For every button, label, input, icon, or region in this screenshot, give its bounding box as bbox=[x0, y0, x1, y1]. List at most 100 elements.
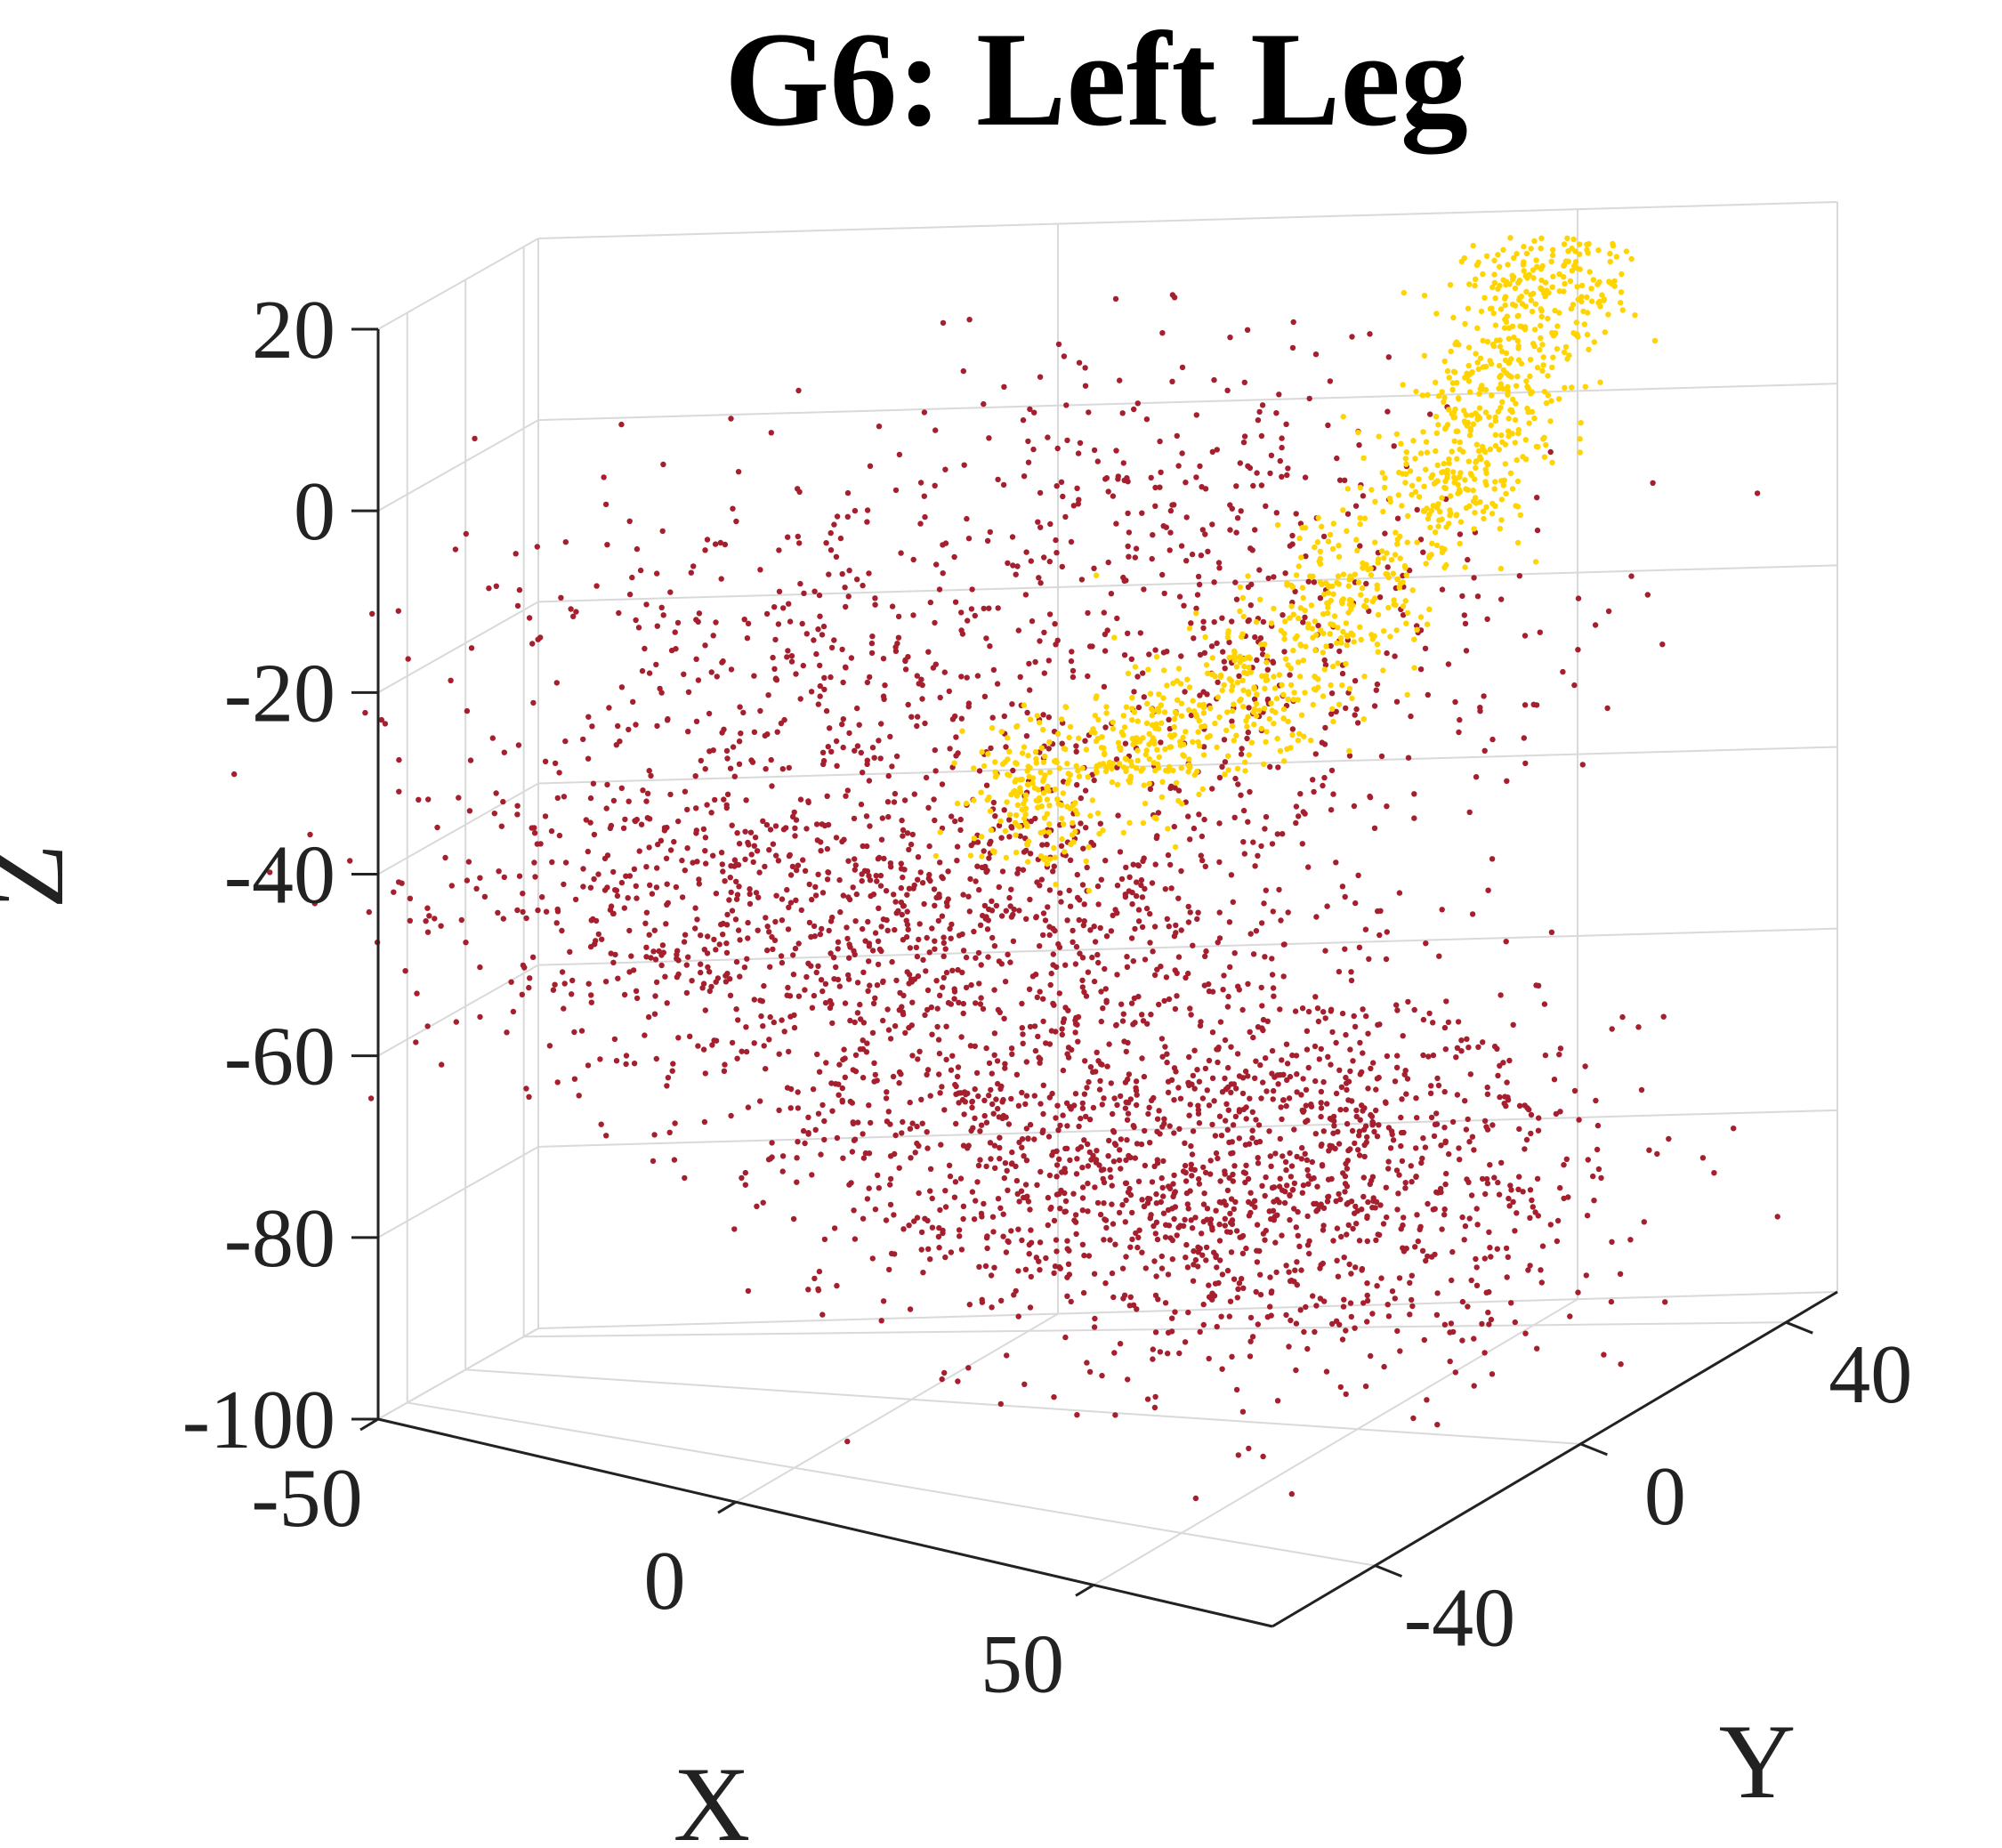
scatter-point bbox=[1503, 490, 1509, 496]
scatter-point bbox=[1199, 833, 1206, 840]
scatter-point bbox=[859, 877, 865, 884]
scatter-point bbox=[932, 817, 938, 824]
scatter-point bbox=[860, 770, 866, 776]
scatter-point bbox=[1020, 1040, 1026, 1047]
scatter-point bbox=[1125, 630, 1131, 636]
scatter-point bbox=[850, 884, 856, 891]
scatter-point bbox=[1484, 1084, 1490, 1091]
scatter-point bbox=[1497, 565, 1505, 572]
scatter-point bbox=[1338, 1084, 1345, 1091]
scatter-point bbox=[1531, 238, 1538, 245]
scatter-point bbox=[1280, 612, 1286, 618]
scatter-point bbox=[1029, 617, 1036, 625]
scatter-point bbox=[1516, 573, 1523, 579]
scatter-point bbox=[1274, 1197, 1280, 1203]
scatter-point bbox=[1046, 803, 1053, 809]
scatter-point bbox=[1083, 858, 1089, 865]
scatter-point bbox=[1067, 903, 1074, 909]
scatter-point bbox=[1273, 1269, 1280, 1276]
scatter-point bbox=[559, 969, 566, 975]
scatter-point bbox=[1370, 1198, 1376, 1205]
scatter-point bbox=[797, 696, 803, 702]
scatter-point bbox=[1483, 504, 1489, 511]
scatter-point bbox=[846, 941, 852, 948]
scatter-point bbox=[939, 913, 946, 919]
scatter-point bbox=[1163, 1222, 1169, 1228]
scatter-point bbox=[1538, 286, 1546, 293]
scatter-point bbox=[983, 1119, 990, 1126]
scatter-point bbox=[935, 1233, 942, 1240]
scatter-point bbox=[1121, 652, 1128, 658]
scatter-point bbox=[1120, 713, 1127, 719]
scatter-point bbox=[552, 760, 559, 766]
scatter-point bbox=[1075, 450, 1082, 456]
scatter-point bbox=[1023, 1059, 1030, 1065]
scatter-point bbox=[784, 654, 790, 660]
scatter-point bbox=[806, 881, 812, 888]
scatter-point bbox=[1178, 543, 1185, 549]
scatter-point bbox=[1188, 712, 1195, 719]
scatter-point bbox=[1035, 519, 1041, 525]
scatter-point bbox=[556, 770, 562, 776]
scatter-point bbox=[1231, 1163, 1238, 1169]
axes bbox=[351, 327, 1838, 1628]
scatter-point bbox=[1008, 914, 1015, 920]
scatter-point bbox=[1489, 1371, 1496, 1377]
scatter-point bbox=[1188, 620, 1194, 626]
scatter-point bbox=[858, 749, 864, 756]
scatter-point bbox=[1442, 478, 1449, 485]
scatter-point bbox=[554, 1079, 561, 1085]
scatter-point bbox=[995, 1196, 1002, 1202]
scatter-point bbox=[1296, 615, 1302, 622]
scatter-point bbox=[957, 1090, 964, 1096]
scatter-point bbox=[1352, 571, 1359, 577]
scatter-point bbox=[872, 601, 878, 608]
scatter-point bbox=[1037, 943, 1043, 949]
scatter-point bbox=[929, 1224, 936, 1231]
scatter-point bbox=[1467, 389, 1473, 395]
scatter-point bbox=[914, 1215, 921, 1221]
scatter-point bbox=[776, 1107, 782, 1114]
scatter-point bbox=[1416, 476, 1422, 482]
scatter-point bbox=[1099, 1061, 1105, 1068]
scatter-point bbox=[989, 1070, 996, 1077]
scatter-point bbox=[1289, 1052, 1296, 1059]
scatter-point bbox=[1031, 409, 1037, 416]
scatter-point bbox=[1540, 362, 1546, 368]
scatter-point bbox=[852, 747, 858, 754]
scatter-point bbox=[1131, 406, 1137, 413]
scatter-point bbox=[1159, 330, 1166, 336]
scatter-point bbox=[1583, 1272, 1590, 1279]
scatter-point bbox=[1096, 1086, 1103, 1093]
scatter-point bbox=[1469, 1134, 1476, 1140]
x-axis-label: X bbox=[674, 1745, 751, 1848]
scatter-point bbox=[868, 650, 876, 657]
scatter-point bbox=[1100, 1175, 1106, 1182]
scatter-point bbox=[1298, 1156, 1305, 1162]
scatter-point bbox=[811, 923, 818, 930]
scatter-point bbox=[1242, 1142, 1249, 1148]
scatter-point bbox=[1021, 801, 1027, 807]
scatter-point bbox=[1303, 643, 1309, 650]
scatter-point bbox=[822, 999, 829, 1006]
scatter-point bbox=[1398, 1114, 1404, 1121]
scatter-point bbox=[795, 1105, 802, 1111]
scatter-point bbox=[1219, 687, 1225, 694]
scatter-point bbox=[704, 802, 710, 808]
scatter-point bbox=[1446, 375, 1452, 381]
scatter-point bbox=[1388, 1128, 1395, 1134]
scatter-point bbox=[1203, 662, 1210, 668]
scatter-point bbox=[1319, 523, 1325, 529]
scatter-point bbox=[1103, 1224, 1110, 1231]
scatter-point bbox=[1627, 1237, 1634, 1243]
scatter-point bbox=[790, 972, 797, 978]
scatter-point bbox=[1500, 277, 1506, 283]
scatter-point bbox=[1036, 575, 1042, 581]
scatter-point bbox=[1383, 1184, 1390, 1190]
scatter-point bbox=[960, 948, 967, 954]
scatter-point bbox=[1199, 723, 1205, 730]
scatter-point bbox=[826, 927, 832, 934]
scatter-point bbox=[749, 759, 756, 765]
scatter-point bbox=[1535, 1127, 1542, 1134]
scatter-point bbox=[736, 738, 743, 745]
